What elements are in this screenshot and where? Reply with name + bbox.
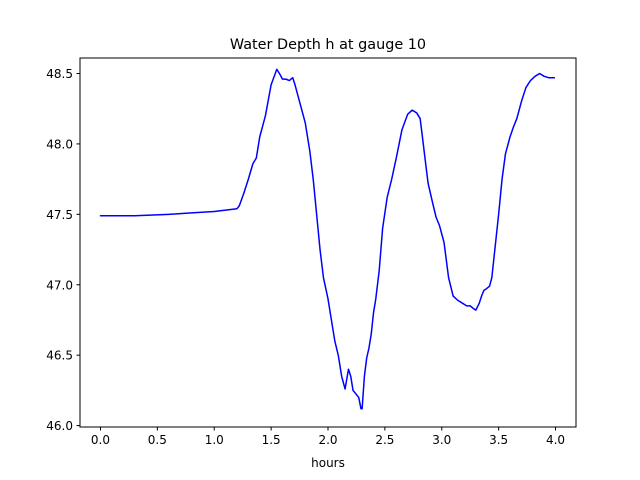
x-tick-label: 0.5 — [148, 433, 167, 447]
x-tick-label: 1.5 — [262, 433, 281, 447]
x-axis: 0.0 0.5 1.0 1.5 2.0 2.5 3.0 3.5 4.0 — [91, 427, 565, 447]
y-tick-label: 47.0 — [46, 278, 73, 292]
y-tick-label: 46.5 — [46, 349, 73, 363]
x-axis-title: hours — [311, 456, 345, 470]
y-tick-label: 48.5 — [46, 67, 73, 81]
plot-area — [99, 68, 556, 410]
x-tick-label: 3.0 — [432, 433, 451, 447]
y-tick-label: 48.0 — [46, 137, 73, 151]
x-tick-label: 2.0 — [318, 433, 337, 447]
x-tick-label: 1.0 — [205, 433, 224, 447]
y-axis: 46.0 46.5 47.0 47.5 48.0 48.5 — [46, 67, 80, 433]
series-line — [99, 68, 556, 410]
x-tick-label: 0.0 — [91, 433, 110, 447]
x-tick-label: 4.0 — [546, 433, 565, 447]
y-tick-label: 47.5 — [46, 208, 73, 222]
x-tick-label: 2.5 — [375, 433, 394, 447]
chart-title: Water Depth h at gauge 10 — [230, 37, 426, 53]
x-tick-label: 3.5 — [489, 433, 508, 447]
y-tick-label: 46.0 — [46, 419, 73, 433]
